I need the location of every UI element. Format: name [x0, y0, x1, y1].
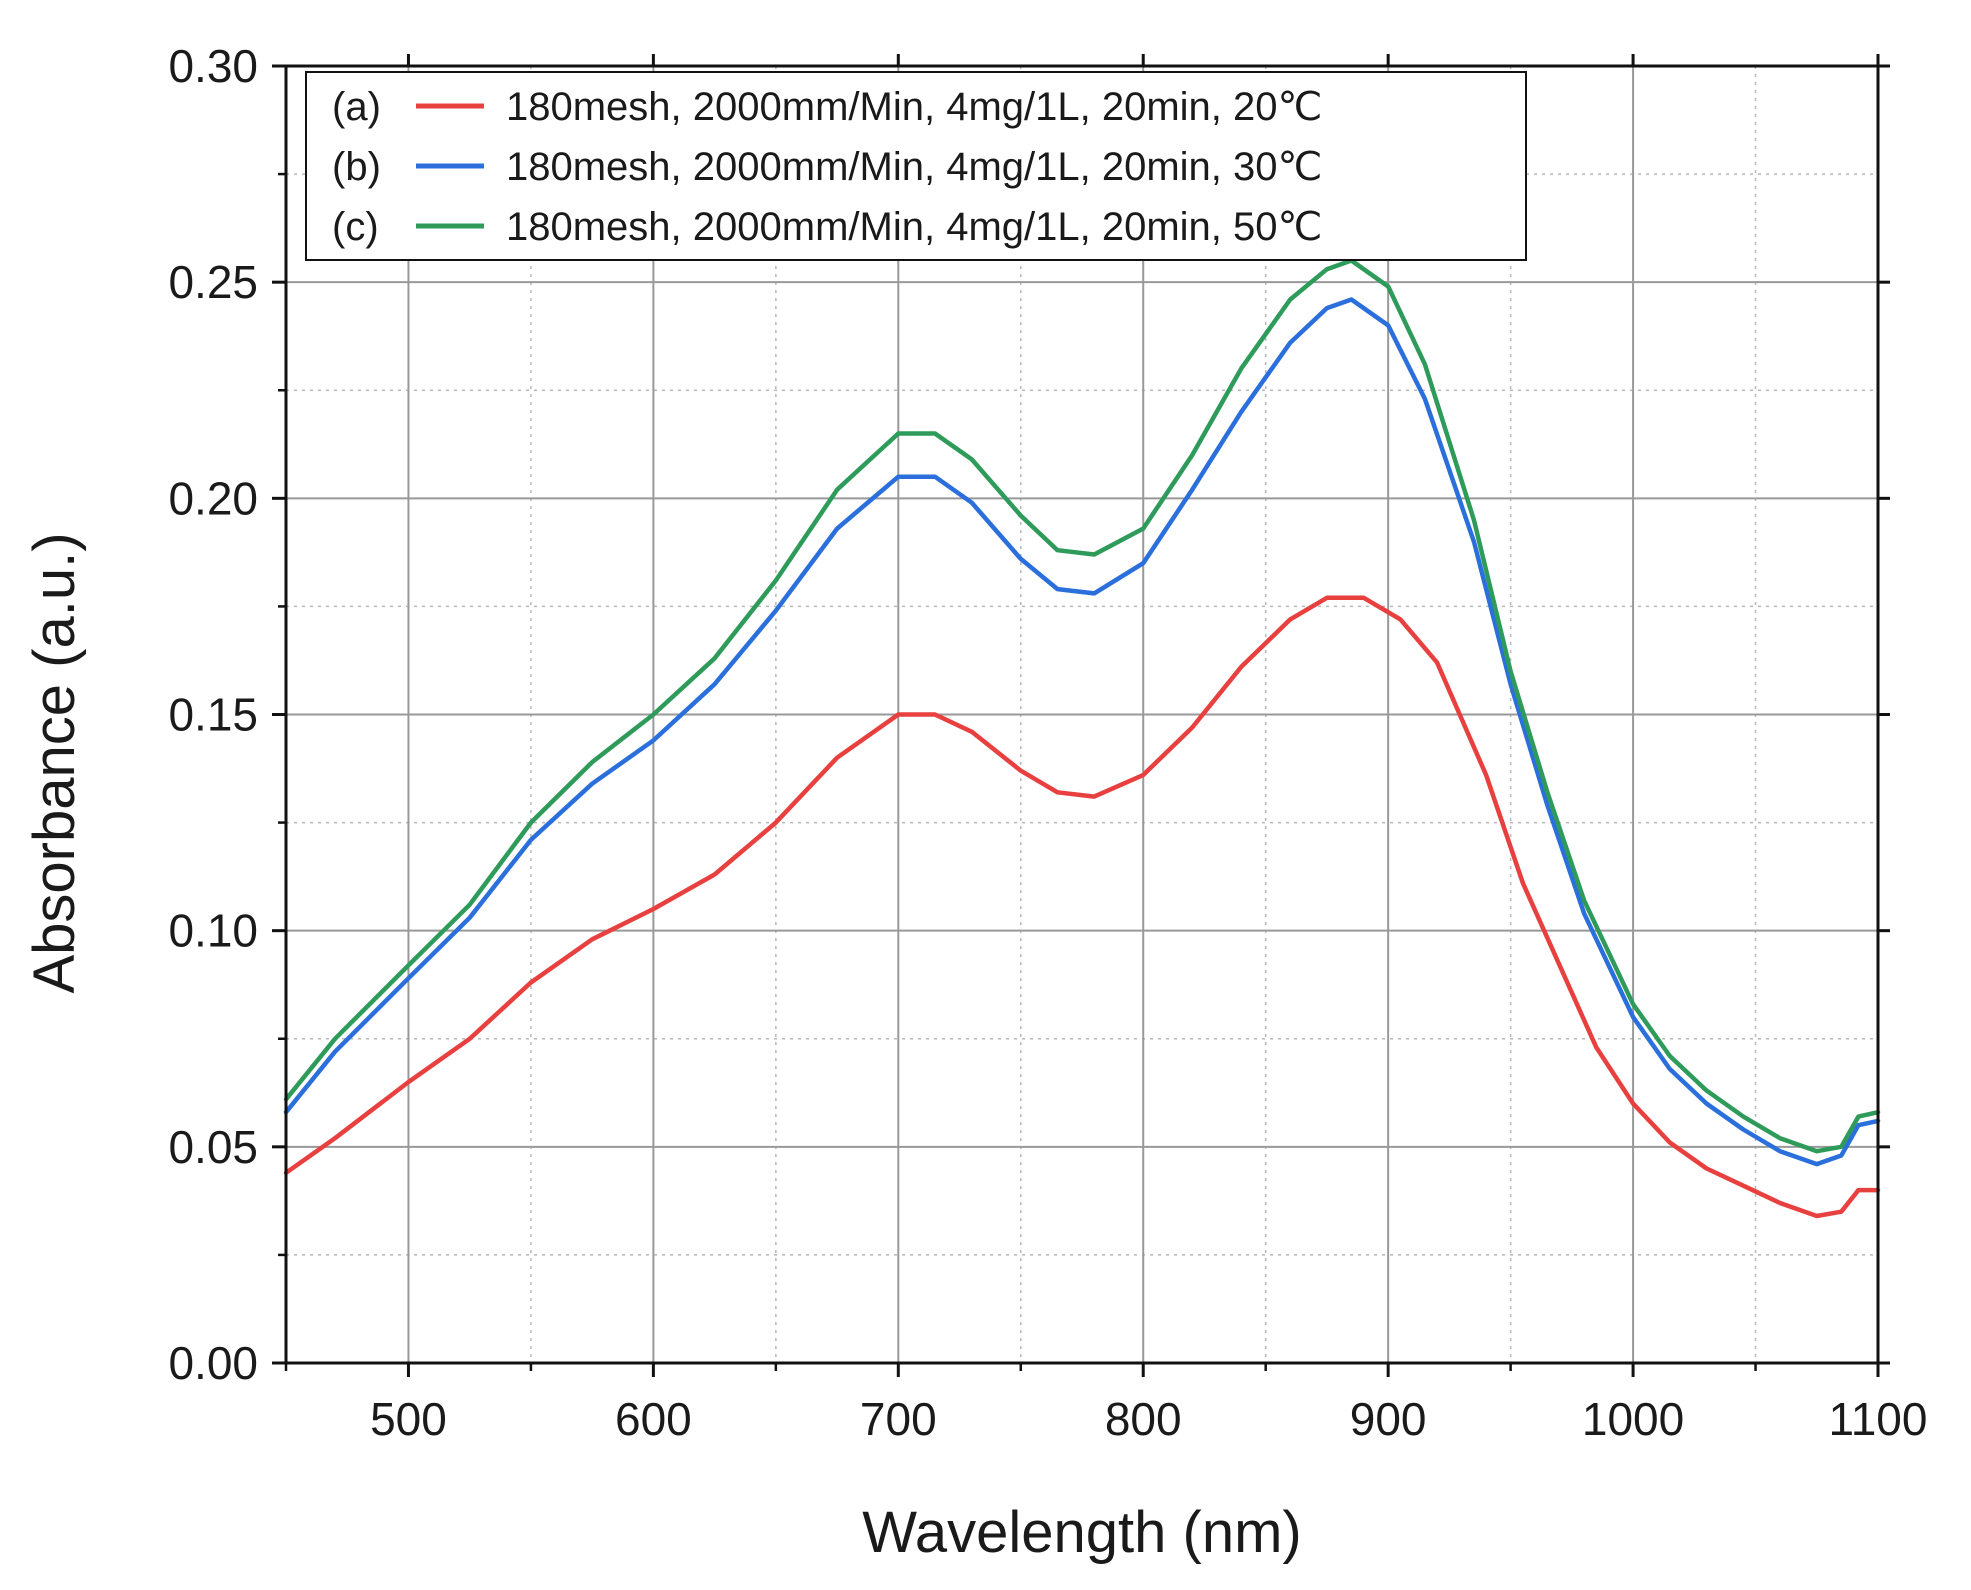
legend-tag-a: (a) — [332, 85, 381, 129]
series-line-c — [283, 258, 1881, 1154]
series-line-a — [283, 595, 1881, 1219]
x-tick-label: 600 — [615, 1393, 692, 1445]
x-tick-label: 1100 — [1829, 1393, 1928, 1445]
x-tick-label: 800 — [1105, 1393, 1182, 1445]
legend-label-a: 180mesh, 2000mm/Min, 4mg/1L, 20min, 20℃ — [506, 85, 1322, 129]
legend-tag-c: (c) — [332, 205, 379, 249]
x-tick-label: 500 — [370, 1393, 447, 1445]
x-axis-title: Wavelength (nm) — [862, 1500, 1301, 1565]
y-tick-label: 0.30 — [168, 40, 258, 92]
y-tick-label: 0.20 — [168, 472, 258, 524]
tick-labels: 500 600 700 800 900 1000 1100 0.00 0.05 0.10 0.15 0… — [168, 40, 1927, 1445]
series-line-b — [283, 297, 1881, 1167]
axes — [272, 54, 1890, 1377]
legend-tag-b: (b) — [332, 145, 381, 189]
x-tick-label: 1000 — [1582, 1393, 1684, 1445]
series-layer — [283, 258, 1881, 1219]
y-axis-title: Absorbance (a.u.) — [22, 532, 87, 993]
legend-label-c: 180mesh, 2000mm/Min, 4mg/1L, 20min, 50℃ — [506, 205, 1322, 249]
legend-label-b: 180mesh, 2000mm/Min, 4mg/1L, 20min, 30℃ — [506, 145, 1322, 189]
y-tick-label: 0.10 — [168, 905, 258, 957]
x-tick-label: 700 — [860, 1393, 937, 1445]
legend: (a) 180mesh, 2000mm/Min, 4mg/1L, 20min, 2… — [305, 71, 1527, 261]
y-tick-label: 0.00 — [168, 1337, 258, 1389]
y-tick-label: 0.15 — [168, 689, 258, 741]
x-tick-label: 900 — [1350, 1393, 1427, 1445]
legend-box — [305, 71, 1527, 261]
y-tick-label: 0.05 — [168, 1121, 258, 1173]
y-tick-label: 0.25 — [168, 256, 258, 308]
